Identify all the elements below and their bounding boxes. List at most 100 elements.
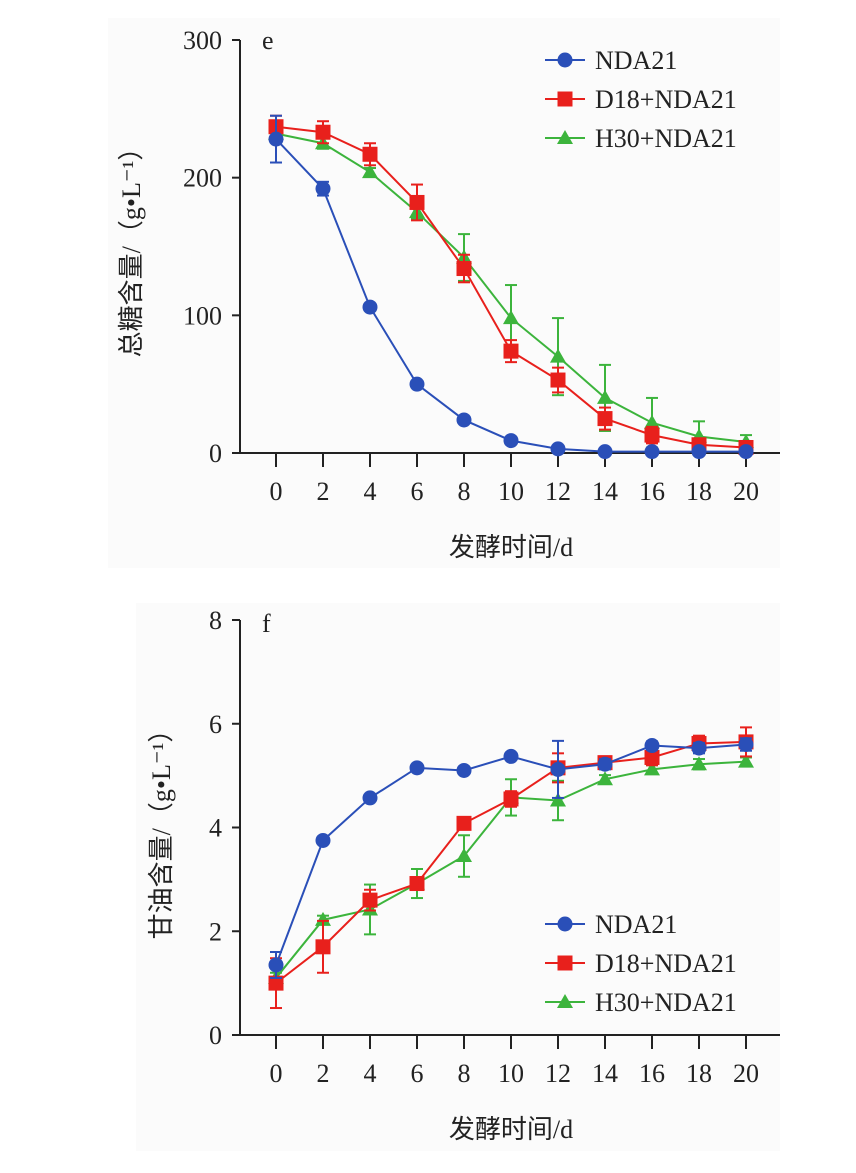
y-axis-title: 甘油含量/（g•L⁻¹）: [147, 717, 176, 940]
data-point: [691, 444, 707, 460]
legend-label: NDA21: [595, 46, 677, 75]
data-point: [503, 748, 519, 764]
x-tick-label: 2: [317, 477, 330, 506]
x-tick-label: 10: [498, 1059, 524, 1088]
x-tick-label: 12: [545, 1059, 571, 1088]
y-tick-label: 0: [209, 439, 222, 468]
y-tick-label: 300: [183, 26, 222, 55]
x-tick-label: 18: [686, 477, 712, 506]
data-point: [362, 790, 378, 806]
data-point: [362, 299, 378, 315]
legend-marker: [557, 91, 573, 107]
data-point: [315, 832, 331, 848]
data-point: [456, 848, 472, 863]
data-point: [503, 343, 519, 359]
data-point: [597, 411, 613, 427]
data-point: [597, 756, 613, 772]
legend: NDA21 D18+NDA21 H30+NDA21: [545, 46, 737, 153]
data-point: [268, 975, 284, 991]
series-NDA21: [268, 114, 754, 460]
x-tick-label: 0: [270, 1059, 283, 1088]
data-point: [644, 749, 660, 765]
data-point: [362, 892, 378, 908]
data-point: [691, 756, 707, 771]
y-tick-label: 2: [209, 917, 222, 946]
data-point: [456, 762, 472, 778]
data-point: [644, 444, 660, 460]
y-tick-label: 100: [183, 301, 222, 330]
legend-label: H30+NDA21: [595, 124, 737, 153]
data-point: [409, 194, 425, 210]
x-tick-label: 12: [545, 477, 571, 506]
x-tick-label: 6: [411, 1059, 424, 1088]
x-tick-label: 2: [317, 1059, 330, 1088]
x-tick-label: 16: [639, 477, 665, 506]
data-point: [315, 181, 331, 197]
x-tick-label: 14: [592, 477, 618, 506]
y-tick-label: 6: [209, 710, 222, 739]
x-tick-label: 20: [733, 477, 759, 506]
data-point: [409, 760, 425, 776]
data-point: [644, 738, 660, 754]
data-point: [409, 876, 425, 892]
legend-label: H30+NDA21: [595, 988, 737, 1017]
chart-panel-e: [108, 18, 780, 568]
y-tick-label: 8: [209, 606, 222, 635]
x-tick-label: 14: [592, 1059, 618, 1088]
data-point: [550, 761, 566, 777]
data-point: [644, 761, 660, 776]
data-point: [503, 310, 519, 325]
legend-item: NDA21: [545, 46, 677, 75]
series-H30+NDA21: [268, 125, 754, 453]
x-tick-label: 0: [270, 477, 283, 506]
panel-label: e: [262, 26, 274, 55]
legend-item: H30+NDA21: [545, 988, 737, 1017]
data-point: [738, 753, 754, 768]
chart-e: 0 100 200 300 0 2 4 6 8 10 12 14 16 18 20 发酵时间/d 总糖含量/（g…: [117, 26, 780, 562]
x-tick-label: 8: [458, 477, 471, 506]
x-axis-title: 发酵时间/d: [449, 1115, 573, 1144]
legend-item: D18+NDA21: [545, 85, 737, 114]
x-tick-label: 4: [364, 1059, 377, 1088]
data-point: [362, 146, 378, 162]
panel-label: f: [262, 609, 271, 638]
data-point: [597, 389, 613, 404]
data-point: [456, 815, 472, 831]
data-point: [268, 131, 284, 147]
series-NDA21: [268, 737, 754, 979]
x-tick-label: 18: [686, 1059, 712, 1088]
legend-marker: [557, 955, 573, 971]
data-point: [691, 740, 707, 756]
series-line: [275, 740, 747, 984]
data-point: [503, 791, 519, 807]
legend-item: NDA21: [545, 910, 677, 939]
data-point: [644, 427, 660, 443]
data-point: [597, 444, 613, 460]
x-axis-title: 发酵时间/d: [449, 533, 573, 562]
legend-item: D18+NDA21: [545, 949, 737, 978]
data-point: [738, 737, 754, 752]
legend-label: NDA21: [595, 910, 677, 939]
data-point: [362, 164, 378, 179]
legend-marker: [557, 994, 573, 1008]
y-tick-label: 4: [209, 814, 222, 843]
legend: NDA21 D18+NDA21 H30+NDA21: [545, 910, 737, 1017]
data-point: [644, 414, 660, 429]
data-point: [268, 957, 284, 973]
legend-marker: [557, 916, 573, 932]
legend-item: H30+NDA21: [545, 124, 737, 153]
data-point: [550, 441, 566, 457]
legend-marker: [557, 52, 573, 68]
legend-label: D18+NDA21: [595, 949, 737, 978]
y-tick-label: 200: [183, 164, 222, 193]
x-tick-label: 6: [411, 477, 424, 506]
legend-label: D18+NDA21: [595, 85, 737, 114]
data-point: [550, 372, 566, 388]
x-tick-label: 8: [458, 1059, 471, 1088]
data-point: [550, 348, 566, 363]
data-point: [315, 939, 331, 955]
x-tick-label: 20: [733, 1059, 759, 1088]
data-point: [456, 412, 472, 428]
data-point: [597, 771, 613, 786]
